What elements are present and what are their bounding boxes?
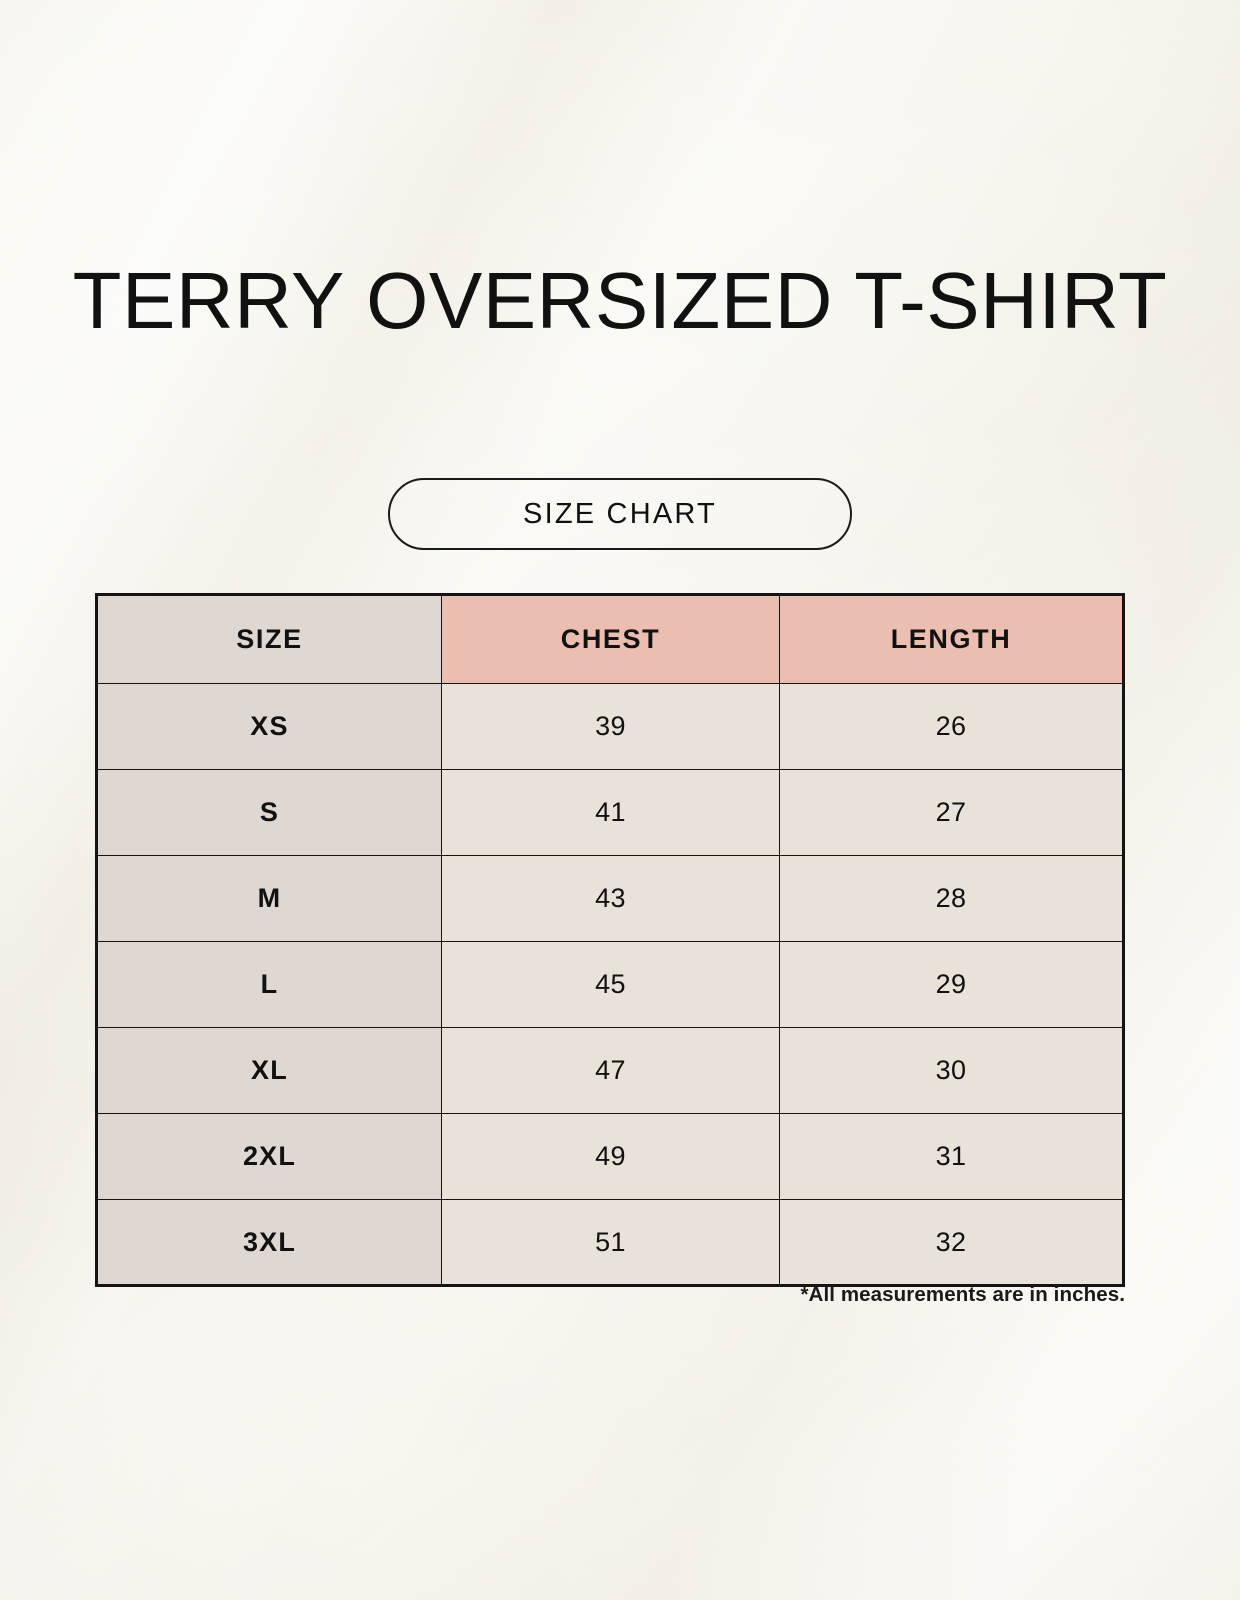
- table-row: XL 47 30: [96, 1027, 1124, 1114]
- cell-length: 30: [779, 1027, 1124, 1114]
- column-header-chest: CHEST: [441, 594, 780, 684]
- cell-chest: 47: [441, 1027, 780, 1114]
- table-header: SIZE CHEST LENGTH: [96, 594, 1124, 684]
- cell-size: XS: [96, 683, 442, 770]
- table-header-row: SIZE CHEST LENGTH: [96, 594, 1124, 684]
- cell-length: 32: [779, 1199, 1124, 1286]
- page-title: TERRY OVERSIZED T-SHIRT: [72, 256, 1168, 345]
- cell-length: 29: [779, 941, 1124, 1028]
- table-row: XS 39 26: [96, 683, 1124, 770]
- cell-chest: 43: [441, 855, 780, 942]
- cell-chest: 51: [441, 1199, 780, 1286]
- column-header-size: SIZE: [96, 594, 442, 684]
- cell-chest: 41: [441, 769, 780, 856]
- cell-chest: 39: [441, 683, 780, 770]
- size-chart-table: SIZE CHEST LENGTH XS 39 26 S 41 27 M: [95, 593, 1125, 1287]
- cell-length: 28: [779, 855, 1124, 942]
- table-row: 2XL 49 31: [96, 1113, 1124, 1200]
- size-table-container: SIZE CHEST LENGTH XS 39 26 S 41 27 M: [95, 593, 1125, 1287]
- cell-size: S: [96, 769, 442, 856]
- cell-length: 26: [779, 683, 1124, 770]
- measurement-unit-note: *All measurements are in inches.: [800, 1283, 1125, 1306]
- cell-size: 3XL: [96, 1199, 442, 1286]
- cell-size: M: [96, 855, 442, 942]
- cell-chest: 45: [441, 941, 780, 1028]
- table-body: XS 39 26 S 41 27 M 43 28 L 45 29: [96, 683, 1124, 1286]
- table-row: 3XL 51 32: [96, 1199, 1124, 1286]
- cell-length: 27: [779, 769, 1124, 856]
- cell-size: L: [96, 941, 442, 1028]
- cell-size: XL: [96, 1027, 442, 1114]
- badge-row: SIZE CHART: [0, 478, 1240, 550]
- cell-chest: 49: [441, 1113, 780, 1200]
- size-chart-badge: SIZE CHART: [388, 478, 852, 550]
- cell-size: 2XL: [96, 1113, 442, 1200]
- table-row: L 45 29: [96, 941, 1124, 1028]
- cell-length: 31: [779, 1113, 1124, 1200]
- title-block: TERRY OVERSIZED T-SHIRT: [0, 256, 1240, 345]
- table-row: S 41 27: [96, 769, 1124, 856]
- column-header-length: LENGTH: [779, 594, 1124, 684]
- table-row: M 43 28: [96, 855, 1124, 942]
